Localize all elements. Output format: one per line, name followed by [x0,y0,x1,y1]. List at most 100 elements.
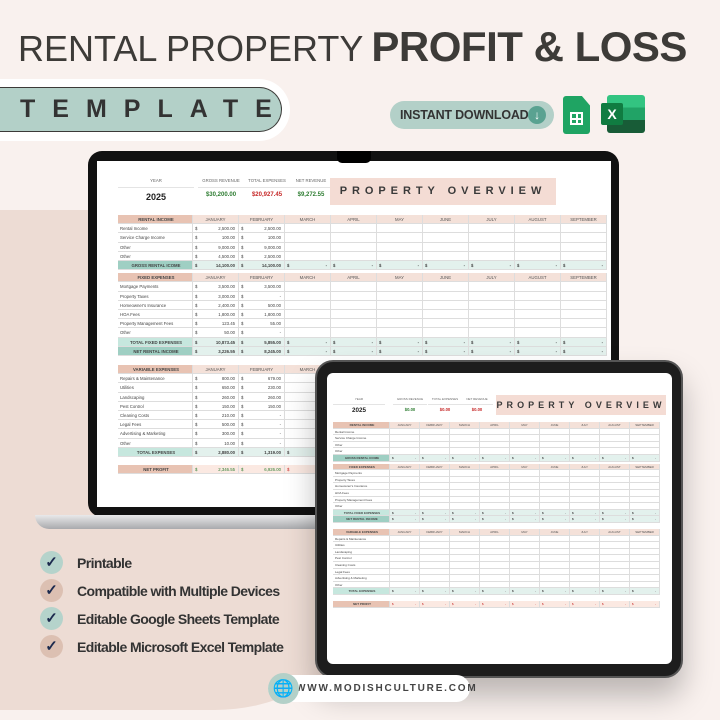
month-cell [450,435,480,441]
month-cell: $- [377,337,423,346]
month-cell: $- [469,337,515,346]
month-cell: $- [390,455,420,461]
website-link[interactable]: 🌐 WWW.MODISHCULTURE.COM [268,673,476,704]
table-row: Repairs & Maintenance [333,535,660,543]
cell-value: 500.00 [221,422,235,428]
summary-label: GROSS REVENUE [198,178,244,189]
dollar-sign: $ [632,517,634,522]
dollar-sign: $ [195,226,198,232]
month-cell [420,441,450,448]
month-cell [377,319,423,328]
month-cell [480,483,510,489]
month-cell [423,282,469,291]
cell-value: - [595,589,596,594]
net-profit-row: NET PROFIT $ - $ - $ - $ - $ - $ - $ - $ - $ - [333,601,660,608]
cell-value: 2,500.00 [218,226,235,232]
month-cell [423,319,469,328]
cell-value: 3,226.55 [218,348,235,354]
feature-item: ✓ Printable [40,551,132,574]
row-label: Property Management Fees [118,319,193,328]
cell-value: - [279,293,281,299]
month-cell: $9,000.00 [239,242,285,251]
month-cell: $3,000.00 [193,291,239,300]
dollar-sign: $ [287,339,290,345]
month-cell [510,496,540,503]
month-cell [561,310,607,319]
row-label: Mortgage Payments [333,470,390,476]
dollar-sign: $ [195,394,198,400]
month-cell [331,300,377,309]
month-cell [285,224,331,233]
month-cell: $100.00 [193,233,239,242]
month-cell [515,282,561,291]
dollar-sign: $ [422,602,424,606]
month-header: FEBRUARY [239,365,285,374]
month-cell [480,496,510,503]
total-row: GROSS RENTAL ICOME $14,100.00 $14,100.00 $ -… [118,261,607,271]
month-cell [390,542,420,548]
month-cell [450,548,480,555]
summary-value: $0.00 [404,407,416,413]
month-cell [377,251,423,260]
summary-label: YEAR [118,178,194,189]
month-header: JANUARY [193,273,239,282]
month-cell [377,233,423,242]
row-label: Homeowner's Insurance [333,483,390,489]
month-cell [540,581,570,588]
month-cell [570,428,600,435]
total-row: TOTAL FIXED EXPENSES $10,873.45 $5,855.00 $… [118,337,607,347]
table-row: Other [333,581,660,589]
cell-value: - [417,348,419,354]
dollar-sign: $ [632,589,634,594]
month-cell [480,562,510,568]
month-cell: $- [423,346,469,355]
check-icon: ✓ [40,635,63,658]
cell-value: - [595,510,596,515]
month-cell [540,470,570,476]
instant-download-button[interactable]: INSTANT DOWNLOAD ↓ [390,101,554,129]
month-cell [420,548,450,555]
month-cell [469,291,515,300]
month-cell [515,224,561,233]
dollar-sign: $ [563,348,566,354]
dollar-sign: $ [241,312,244,317]
month-cell [285,319,331,328]
cell-value: 500.00 [267,302,281,308]
cell-value: - [509,348,511,354]
row-label: Pest Control [118,401,193,410]
month-cell [390,575,420,581]
month-cell: $- [331,346,377,355]
cell-value: - [505,456,506,460]
month-cell [469,319,515,328]
dollar-sign: $ [425,263,428,268]
month-header: APRIL [331,215,377,224]
table-row: Mortgage Payments [333,470,660,477]
cell-value: 100.00 [267,235,281,241]
month-cell [515,233,561,242]
summary-gross-revenue: GROSS REVENUE $0.00 [393,397,427,412]
month-cell [540,568,570,575]
month-cell [450,542,480,548]
row-label: Utilities [333,542,390,548]
month-cell [420,503,450,509]
month-cell: $2,346.55 [193,465,239,474]
cell-value: - [279,413,281,418]
month-cell: $- [469,346,515,355]
month-header: JUNE [540,529,570,535]
month-cell [331,224,377,233]
month-cell [450,496,480,503]
title-light: RENTAL PROPERTY [18,28,364,69]
month-cell [540,575,570,581]
dollar-sign: $ [241,403,244,409]
month-cell [480,476,510,483]
month-cell [570,535,600,542]
month-cell [630,568,660,575]
month-cell: $- [561,337,607,346]
cell-value: - [625,602,626,606]
feature-label: Printable [77,554,132,571]
month-cell: $2,500.00 [239,224,285,233]
month-cell [600,503,630,509]
cell-value: 2,400.00 [218,302,235,308]
month-cell [420,435,450,441]
month-cell [377,300,423,309]
